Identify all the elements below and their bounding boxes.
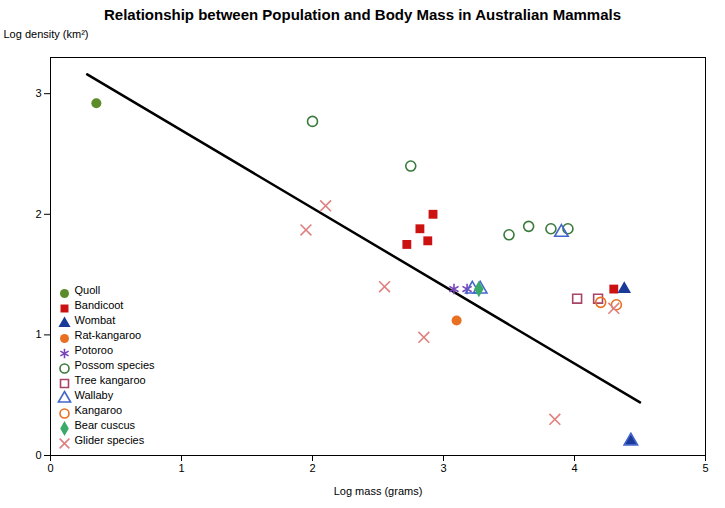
svg-text:Wallaby: Wallaby: [75, 389, 114, 401]
svg-text:Tree kangaroo: Tree kangaroo: [75, 374, 146, 386]
svg-text:Bear cuscus: Bear cuscus: [75, 419, 136, 431]
svg-text:Glider species: Glider species: [75, 434, 145, 446]
svg-text:Potoroo: Potoroo: [75, 344, 114, 356]
svg-text:5: 5: [702, 462, 708, 474]
svg-text:2: 2: [35, 208, 41, 220]
svg-text:3: 3: [440, 462, 446, 474]
svg-text:2: 2: [309, 462, 315, 474]
html-text:Relationship between Populatio: Relationship between Population and Body…: [104, 6, 621, 23]
svg-text:Quoll: Quoll: [75, 284, 101, 296]
svg-text:Log mass (grams): Log mass (grams): [334, 485, 423, 497]
svg-text:0: 0: [47, 462, 53, 474]
svg-text:Rat-kangaroo: Rat-kangaroo: [75, 329, 142, 341]
svg-text:0: 0: [35, 449, 41, 461]
svg-text:Bandicoot: Bandicoot: [75, 299, 124, 311]
svg-text:4: 4: [571, 462, 577, 474]
svg-text:1: 1: [35, 328, 41, 340]
svg-text:Kangaroo: Kangaroo: [75, 404, 123, 416]
svg-text:1: 1: [178, 462, 184, 474]
svg-text:Log density (km²): Log density (km²): [4, 28, 89, 40]
svg-text:3: 3: [35, 87, 41, 99]
svg-text:Possom species: Possom species: [75, 359, 156, 371]
svg-text:Wombat: Wombat: [75, 314, 116, 326]
